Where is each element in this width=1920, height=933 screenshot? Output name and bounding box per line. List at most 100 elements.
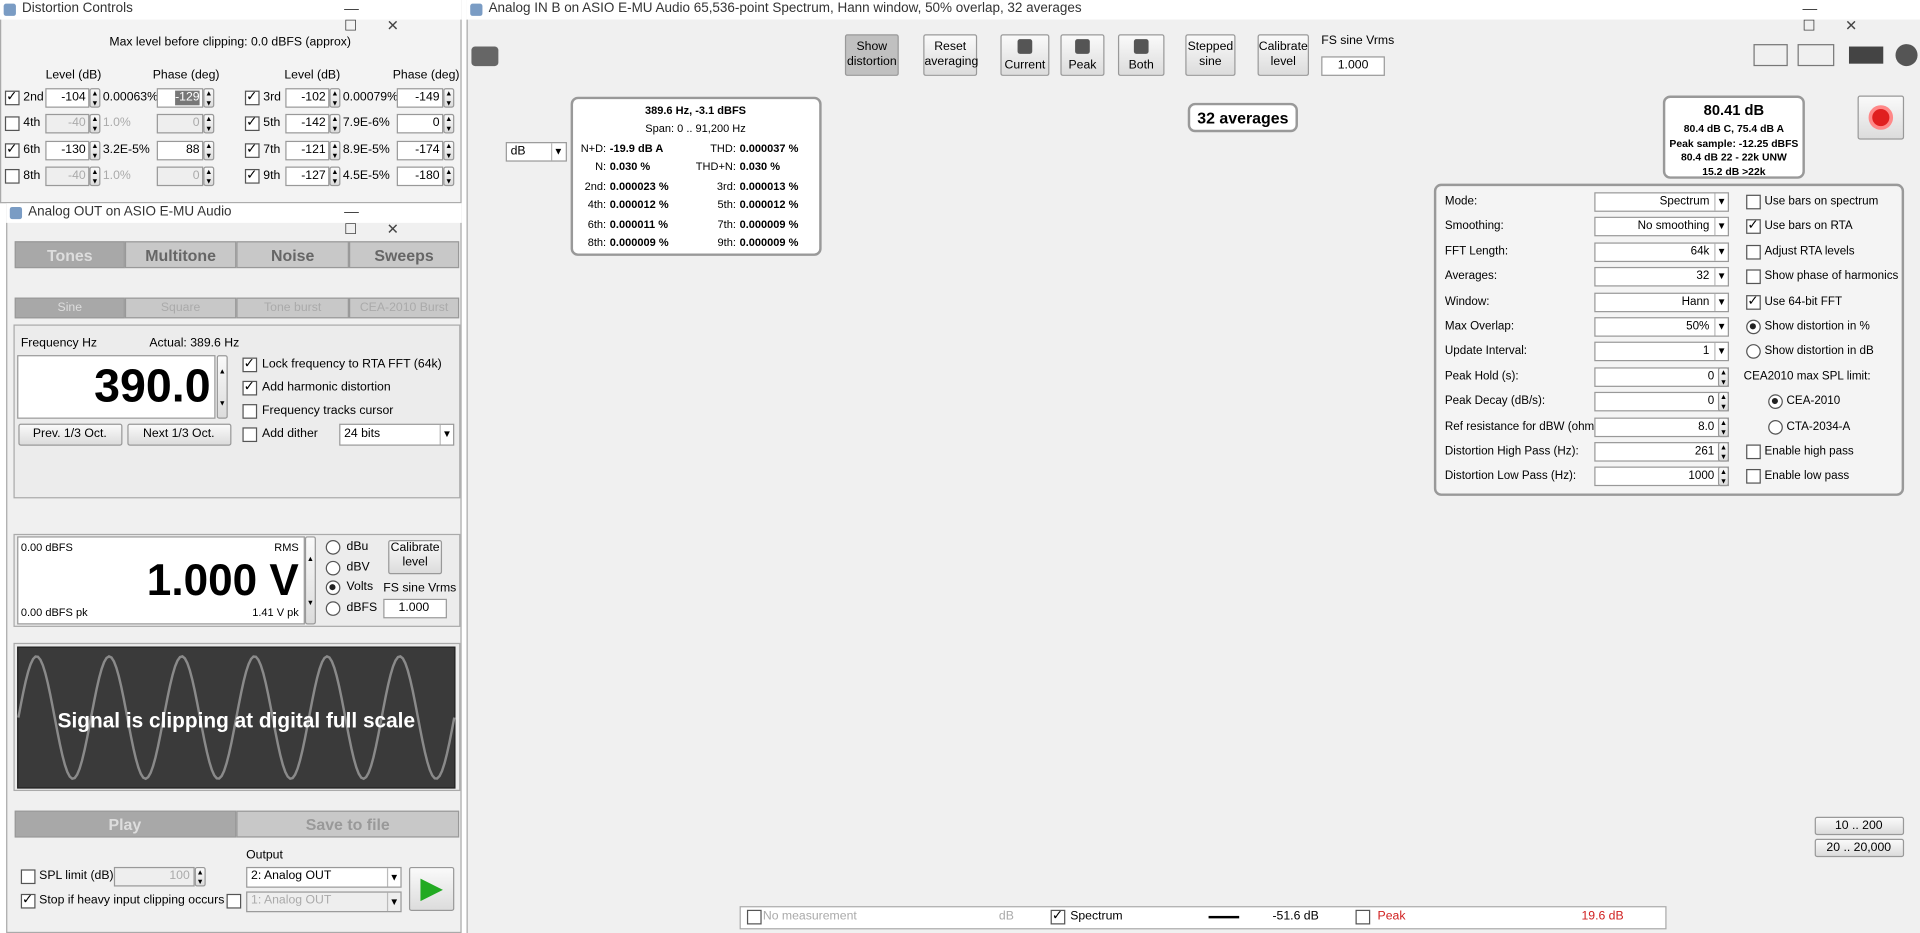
checkbox[interactable] [1355,909,1371,925]
waveform-label[interactable]: Tone burst [264,301,322,315]
level-input[interactable] [45,114,90,134]
dropdown-arrow[interactable]: ▼ [386,892,400,912]
tab[interactable] [236,241,349,269]
setting-control[interactable] [1594,342,1729,362]
phase-input[interactable] [156,114,204,134]
level-input[interactable] [285,88,330,108]
radio-button[interactable] [325,580,341,596]
tab-label[interactable]: Tones [46,246,93,265]
dropdown-arrow[interactable]: ▼ [1714,218,1727,236]
checkbox[interactable] [1746,269,1761,285]
play-button[interactable] [14,810,237,838]
waveform-tab[interactable] [14,297,125,319]
phase-input[interactable] [396,140,444,160]
spinner[interactable]: ▲ ▼ [89,88,101,108]
checkbox[interactable] [244,114,260,132]
spinner[interactable]: ▲ ▼ [203,114,215,134]
spinner[interactable]: ▲ ▼ [203,88,215,108]
spinner[interactable]: ▲ ▼ [203,140,215,160]
camera-icon[interactable] [471,46,499,67]
range-button[interactable] [1814,816,1905,836]
spinner[interactable]: ▲ ▼ [89,140,101,160]
checkbox[interactable] [4,116,20,132]
spinner[interactable]: ▲ ▼ [194,866,206,887]
phase-input[interactable] [396,114,444,134]
calibrate-button[interactable] [388,540,443,575]
spinner[interactable]: ▲ ▼ [1717,392,1729,412]
save-button[interactable] [236,810,460,838]
spinner[interactable]: ▲ ▼ [329,166,341,186]
setting-control[interactable] [1594,242,1729,262]
toolbar-icon[interactable] [1895,44,1918,67]
button-label[interactable]: Peak [1068,58,1097,73]
dropdown-arrow[interactable]: ▼ [1714,318,1727,336]
toolbar-button[interactable] [1185,34,1236,76]
range-button[interactable] [1814,838,1905,858]
checkbox[interactable] [1746,217,1761,235]
spinner[interactable]: ▲ ▼ [89,166,101,186]
window-controls[interactable]: —☐✕ [1802,0,1887,35]
radio-button[interactable] [325,560,341,575]
checkbox[interactable] [242,404,258,419]
fs-input[interactable] [1321,56,1385,76]
toolbar-icon[interactable] [1848,46,1884,64]
checkbox[interactable] [20,891,36,909]
button-label[interactable]: 10 .. 200 [1834,819,1883,833]
phase-input[interactable] [156,140,204,160]
button-label[interactable]: Stepped sine [1187,40,1234,69]
toolbar-button[interactable] [844,34,899,76]
toolbar-button[interactable] [1257,34,1309,76]
phase-input[interactable] [156,166,204,186]
checkbox[interactable] [244,88,260,106]
checkbox[interactable] [746,909,762,925]
level-input[interactable] [45,166,90,186]
button-label[interactable]: 20 .. 20,000 [1826,841,1892,855]
spinner[interactable]: ▲ ▼ [1717,417,1729,437]
spinner[interactable]: ▲ ▼ [203,166,215,186]
spinner[interactable]: ▲ ▼ [443,140,455,160]
spinner[interactable]: ▲ ▼ [443,88,455,108]
checkbox[interactable] [1746,194,1761,210]
radio-button[interactable] [1746,319,1761,335]
dropdown-arrow[interactable]: ▼ [1714,293,1727,311]
checkbox[interactable] [1746,292,1761,310]
button-label[interactable]: Save to file [305,815,390,834]
tab[interactable] [124,241,237,269]
frequency-input[interactable] [17,355,216,419]
button-label[interactable]: Current [1004,58,1046,73]
output2-combo[interactable] [246,891,402,913]
checkbox[interactable] [1746,444,1761,460]
dropdown-arrow[interactable]: ▼ [1714,343,1727,361]
waveform-label[interactable]: Square [160,301,201,315]
dropdown-arrow[interactable]: ▼ [439,424,453,445]
checkbox[interactable] [1746,244,1761,260]
radio-button[interactable] [1768,419,1783,435]
checkbox[interactable] [242,378,258,396]
spinner[interactable]: ▲ ▼ [304,536,316,625]
waveform-label[interactable]: Sine [57,301,83,315]
checkbox[interactable] [242,355,258,373]
dropdown-arrow[interactable]: ▼ [1714,243,1727,261]
setting-control[interactable] [1594,292,1729,312]
start-button[interactable]: ▶ [408,866,455,912]
spinner[interactable]: ▲ ▼ [329,140,341,160]
waveform-tab[interactable] [124,297,237,319]
radio-button[interactable] [1746,344,1761,360]
fs-input[interactable] [383,598,447,619]
checkbox[interactable] [226,893,242,909]
tab[interactable] [14,241,125,269]
spinner[interactable]: ▲ ▼ [216,355,228,419]
level-input[interactable] [285,166,330,186]
waveform-tab[interactable] [348,297,460,319]
button-label[interactable]: Show distortion [846,40,897,69]
tab-label[interactable]: Noise [270,246,315,265]
dropdown-arrow[interactable]: ▼ [386,868,400,887]
phase-input[interactable] [396,88,444,108]
spinner[interactable]: ▲ ▼ [329,114,341,134]
setting-control[interactable] [1594,192,1729,212]
spl-input[interactable] [113,866,195,887]
spinner[interactable]: ▲ ▼ [443,166,455,186]
button-label[interactable]: Prev. 1/3 Oct. [32,427,107,441]
level-input[interactable] [285,114,330,134]
waveform-tab[interactable] [236,297,349,319]
